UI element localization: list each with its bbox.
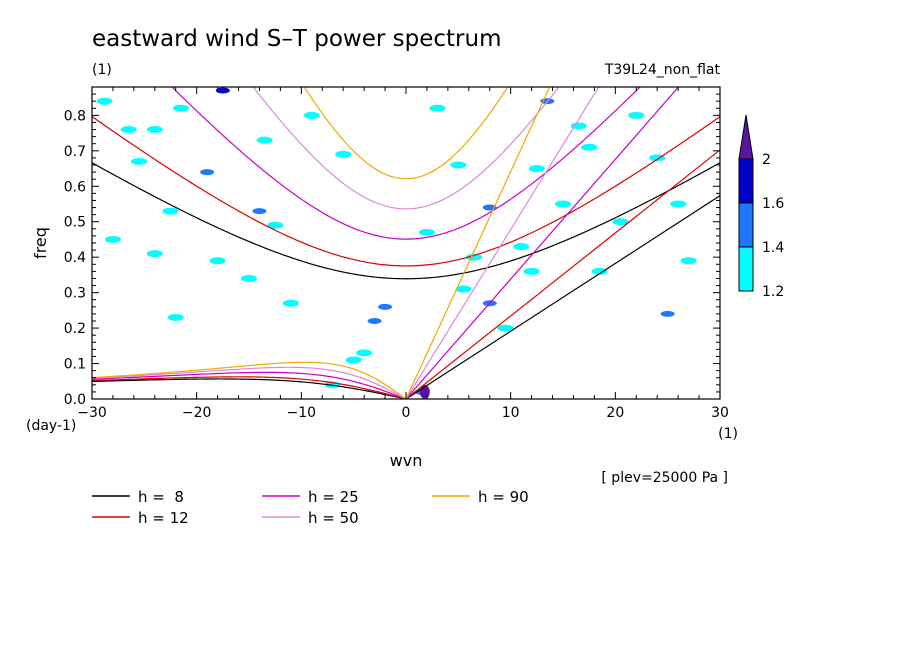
chart-subtitle-right: T39L24_non_flat xyxy=(604,62,721,78)
plev-annotation: [ plev=25000 Pa ] xyxy=(601,470,728,486)
contour-blob-25 xyxy=(450,161,467,169)
contour-blob-15 xyxy=(241,274,257,282)
x-tick-label: 20 xyxy=(606,405,624,421)
colorbar-segment-2 xyxy=(738,158,754,204)
ig-curve-h12 xyxy=(92,116,720,267)
contour-blob-43 xyxy=(670,200,687,208)
y-axis-label: freq xyxy=(31,227,50,259)
y-tick-label: 0.4 xyxy=(64,250,86,266)
contour-blob-31 xyxy=(581,143,598,151)
contour-blob-2 xyxy=(131,157,148,165)
contour-blob-36 xyxy=(523,267,540,275)
contour-blob-16 xyxy=(378,303,393,310)
contour-blob-13 xyxy=(104,235,121,243)
contour-blob-12 xyxy=(162,207,179,215)
contour-blob-18 xyxy=(356,349,373,357)
chart-title: eastward wind S–T power spectrum xyxy=(92,26,502,52)
contour-blob-21 xyxy=(282,299,299,307)
y-tick-label: 0.8 xyxy=(64,108,86,124)
contour-blob-30 xyxy=(570,122,587,130)
contour-blob-28 xyxy=(528,165,545,173)
chart-subtitle-left: (1) xyxy=(92,62,112,78)
x-axis-label: wvn xyxy=(390,451,423,470)
y-unit-label: (day-1) xyxy=(26,418,76,434)
legend-label: h = 90 xyxy=(478,488,529,506)
contour-blob-11 xyxy=(335,150,352,158)
axis-ticks: −30 −20 −10 0 10 20 30 0.0 0.1 0.2 0.3 0.4 0.5 0.6 0.7… xyxy=(64,87,729,421)
y-tick-label: 0.1 xyxy=(64,357,86,373)
dispersion-curves xyxy=(92,87,720,399)
contour-blob-24 xyxy=(429,104,446,112)
x-unit-label: (1) xyxy=(718,426,738,442)
contour-blob-38 xyxy=(612,218,629,226)
kelvin-line-h90 xyxy=(405,87,551,399)
rossby-curve-h90 xyxy=(92,361,407,399)
contour-blob-5 xyxy=(200,169,215,176)
contour-blob-42 xyxy=(628,111,645,119)
kelvin-line-h25 xyxy=(405,87,680,399)
kelvin-line-h8 xyxy=(405,195,720,399)
legend-label: h = 12 xyxy=(138,509,189,527)
contour-blob-44 xyxy=(418,228,435,236)
contour-blob-33 xyxy=(455,285,472,293)
contour-blob-27 xyxy=(513,243,530,251)
contour-blob-40 xyxy=(660,310,675,317)
contour-blob-20 xyxy=(209,257,226,265)
colorbar-segment-1 xyxy=(738,202,754,248)
contour-blob-4 xyxy=(172,104,189,112)
colorbar-label: 1.2 xyxy=(762,284,784,300)
ig-curve-h50 xyxy=(252,87,560,210)
y-tick-label: 0.2 xyxy=(64,321,86,337)
legend-label: h = 8 xyxy=(138,488,184,506)
colorbar: 1.2 1.4 1.6 2 xyxy=(738,114,784,300)
contour-blob-7 xyxy=(252,208,267,215)
colorbar-label: 1.6 xyxy=(762,196,784,212)
ig-curve-h90 xyxy=(303,87,509,180)
contour-blob-6 xyxy=(215,87,230,94)
contour-blob-1 xyxy=(120,126,137,134)
kelvin-line-h50 xyxy=(405,87,600,399)
ig-curve-h8 xyxy=(92,162,720,280)
legend-label: h = 50 xyxy=(308,509,359,527)
plot-frame xyxy=(91,86,721,400)
x-tick-label: 30 xyxy=(711,405,729,421)
contour-blob-22 xyxy=(167,313,184,321)
colorbar-arrow xyxy=(738,114,754,160)
contour-blob-8 xyxy=(256,136,273,144)
y-tick-label: 0.7 xyxy=(64,144,86,160)
rossby-curve-h12 xyxy=(92,376,407,399)
rossby-curve-h25 xyxy=(92,371,407,399)
contour-blob-32 xyxy=(555,200,571,208)
kelvin-line-h12 xyxy=(405,149,720,399)
contour-blob-19 xyxy=(345,356,362,364)
x-tick-label: −20 xyxy=(182,405,212,421)
rossby-curve-h8 xyxy=(92,378,407,399)
contour-blob-35 xyxy=(497,324,514,332)
contour-blob-14 xyxy=(146,250,163,258)
legend-label: h = 25 xyxy=(308,488,359,506)
contour-blob-17 xyxy=(367,318,382,324)
contour-blob-3 xyxy=(146,126,163,134)
contour-blob-9 xyxy=(267,221,284,229)
y-tick-label: 0.0 xyxy=(64,392,86,408)
y-tick-label: 0.6 xyxy=(64,179,86,195)
contour-blob-41 xyxy=(680,257,697,265)
colorbar-segment-0 xyxy=(738,246,754,292)
colorbar-label: 1.4 xyxy=(762,240,784,256)
rossby-curve-h50 xyxy=(92,366,407,399)
x-tick-label: 0 xyxy=(402,405,411,421)
y-tick-label: 0.3 xyxy=(64,286,86,302)
x-tick-label: 10 xyxy=(502,405,520,421)
x-tick-label: −10 xyxy=(287,405,317,421)
x-tick-label: −30 xyxy=(77,405,107,421)
contour-blob-0 xyxy=(96,97,113,105)
contour-blob-37 xyxy=(591,267,608,275)
colorbar-label: 2 xyxy=(762,152,771,168)
legend: h = 8 h = 12 h = 25 h = 50 h = 90 xyxy=(92,488,529,527)
contour-blob-10 xyxy=(303,111,320,119)
contour-fill-layer xyxy=(96,87,697,399)
ig-curve-h25 xyxy=(171,87,641,240)
y-tick-label: 0.5 xyxy=(64,215,86,231)
